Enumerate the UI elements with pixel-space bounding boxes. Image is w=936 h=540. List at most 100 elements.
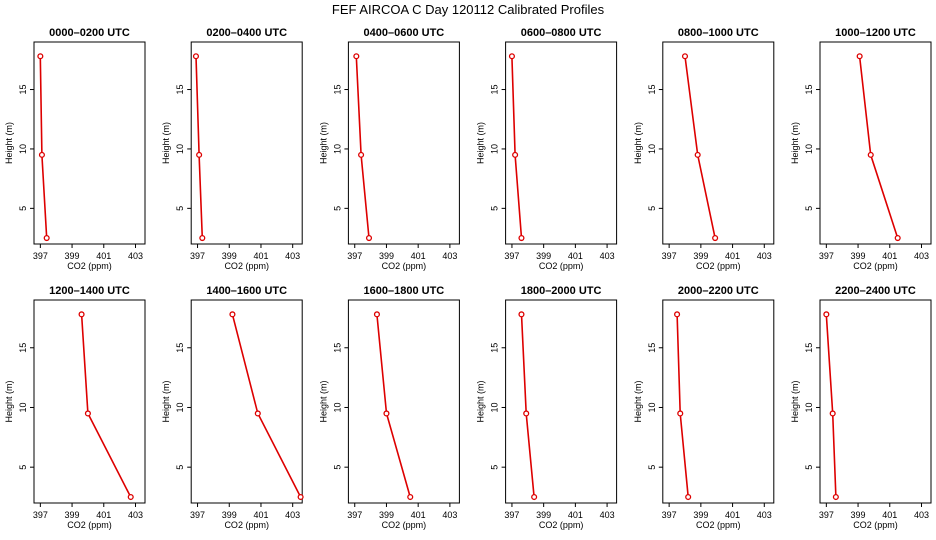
x-tick-label: 401 <box>253 510 268 520</box>
x-axis-label: CO2 (ppm) <box>67 520 112 530</box>
profile-line <box>376 314 411 498</box>
x-tick-label: 403 <box>442 251 457 261</box>
x-axis-label: CO2 (ppm) <box>853 261 898 271</box>
y-tick-label: 5 <box>804 465 814 470</box>
y-axis-label: Height (m) <box>4 380 14 422</box>
x-axis-label: CO2 (ppm) <box>67 261 112 271</box>
x-tick-label: 397 <box>662 251 677 261</box>
data-point <box>856 53 863 60</box>
data-point <box>358 151 365 158</box>
y-tick-label: 10 <box>490 402 500 412</box>
panel-title: 1800–2000 UTC <box>521 285 602 297</box>
x-tick-label: 397 <box>33 251 48 261</box>
data-point <box>508 53 515 60</box>
data-point <box>254 410 261 417</box>
x-tick-label: 401 <box>568 510 583 520</box>
x-tick-label: 397 <box>662 510 677 520</box>
x-tick-label: 403 <box>600 251 615 261</box>
panel-title: 1200–1400 UTC <box>49 285 130 297</box>
profile-line <box>511 56 523 239</box>
x-tick-label: 399 <box>851 510 866 520</box>
y-tick-label: 15 <box>175 343 185 353</box>
panel-title: 1000–1200 UTC <box>835 27 916 39</box>
chart-panel-11: 2000–2200 UTC 397 399 401 403 CO2 (ppm) 5 10 15 H… <box>633 285 775 530</box>
panel-title: 0000–0200 UTC <box>49 27 130 39</box>
data-point <box>894 235 901 242</box>
y-tick-label: 10 <box>332 144 342 154</box>
data-point <box>78 311 85 318</box>
x-tick-label: 403 <box>128 510 143 520</box>
x-tick-label: 403 <box>757 510 772 520</box>
data-point <box>823 311 830 318</box>
panel-title: 0200–0400 UTC <box>206 27 287 39</box>
plot-frame <box>33 299 146 504</box>
x-tick-label: 403 <box>442 510 457 520</box>
data-point <box>677 410 684 417</box>
chart-panel-2: 0200–0400 UTC 397 399 401 403 CO2 (ppm) 5 10 15 H… <box>161 27 303 271</box>
y-tick-label: 15 <box>18 343 28 353</box>
x-tick-label: 401 <box>411 251 426 261</box>
y-axis-label: Height (m) <box>790 122 800 164</box>
data-point <box>867 151 874 158</box>
x-tick-label: 397 <box>504 251 519 261</box>
x-tick-label: 401 <box>882 510 897 520</box>
data-point <box>297 493 304 501</box>
y-axis-label: Height (m) <box>318 380 328 422</box>
y-tick-label: 15 <box>332 343 342 353</box>
chart-panel-10: 1800–2000 UTC 397 399 401 403 CO2 (ppm) 5 10 15 H… <box>476 285 618 530</box>
x-tick-label: 399 <box>693 251 708 261</box>
y-tick-label: 5 <box>490 206 500 211</box>
y-axis-label: Height (m) <box>633 122 643 164</box>
data-point <box>192 53 200 60</box>
x-tick-label: 401 <box>96 251 111 261</box>
data-point <box>518 311 525 318</box>
x-tick-label: 399 <box>65 510 80 520</box>
x-tick-label: 399 <box>851 251 866 261</box>
y-tick-label: 15 <box>804 343 814 353</box>
y-axis-label: Height (m) <box>161 122 171 164</box>
panel-title: 2200–2400 UTC <box>835 285 916 297</box>
profile-line <box>676 314 689 498</box>
data-point <box>43 235 50 242</box>
data-point <box>407 493 414 501</box>
x-axis-label: CO2 (ppm) <box>853 520 898 530</box>
data-point <box>199 235 206 242</box>
x-tick-label: 399 <box>65 251 80 261</box>
y-tick-label: 5 <box>332 465 342 470</box>
plot-frame <box>190 41 303 245</box>
x-axis-label: CO2 (ppm) <box>539 261 584 271</box>
chart-panel-8: 1400–1600 UTC 397 399 401 403 CO2 (ppm) 5 10 15 H… <box>161 285 304 530</box>
x-tick-label: 403 <box>914 510 929 520</box>
y-tick-label: 5 <box>175 465 185 470</box>
plot-frame <box>347 299 460 504</box>
data-point <box>512 151 519 158</box>
data-point <box>518 235 525 242</box>
y-axis-label: Height (m) <box>476 122 486 164</box>
y-tick-label: 15 <box>490 85 500 95</box>
x-tick-label: 401 <box>411 510 426 520</box>
y-tick-label: 10 <box>332 402 342 412</box>
panel-title: 1600–1800 UTC <box>364 285 445 297</box>
data-point <box>365 235 373 242</box>
profile-line <box>231 314 302 498</box>
profile-line <box>355 56 370 239</box>
chart-panel-3: 0400–0600 UTC 397 399 401 403 CO2 (ppm) 5 10 15 H… <box>318 27 460 271</box>
x-tick-label: 401 <box>96 510 111 520</box>
x-tick-label: 397 <box>190 510 205 520</box>
x-tick-label: 401 <box>725 251 740 261</box>
chart-panel-12: 2200–2400 UTC 397 399 401 403 CO2 (ppm) 5 10 15 H… <box>790 285 932 530</box>
x-tick-label: 401 <box>568 251 583 261</box>
y-tick-label: 5 <box>804 206 814 211</box>
y-axis-label: Height (m) <box>318 122 328 164</box>
x-tick-label: 403 <box>128 251 143 261</box>
y-tick-label: 15 <box>647 85 657 95</box>
y-tick-label: 5 <box>490 465 500 470</box>
y-tick-label: 10 <box>175 402 185 412</box>
y-tick-label: 5 <box>18 465 28 470</box>
x-tick-label: 397 <box>819 510 834 520</box>
data-point <box>84 410 91 417</box>
panel-title: 0400–0600 UTC <box>364 27 445 39</box>
plot-frame <box>819 41 932 245</box>
x-tick-label: 399 <box>379 510 394 520</box>
